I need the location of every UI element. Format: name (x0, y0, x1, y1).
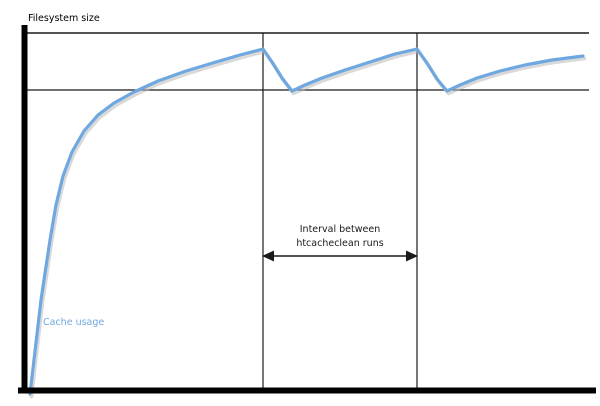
cache-usage-label: Cache usage (43, 317, 104, 328)
interval-arrow-head-right (406, 250, 418, 262)
interval-arrow-head-left (262, 250, 274, 262)
interval-annotation-line-2: htcacheclean runs (296, 238, 383, 249)
interval-annotation-line-1: Interval between (300, 224, 380, 235)
filesystem-size-label: Filesystem size (28, 13, 100, 24)
interval-arrow (262, 250, 418, 262)
cache-usage-curve (28, 47, 585, 396)
